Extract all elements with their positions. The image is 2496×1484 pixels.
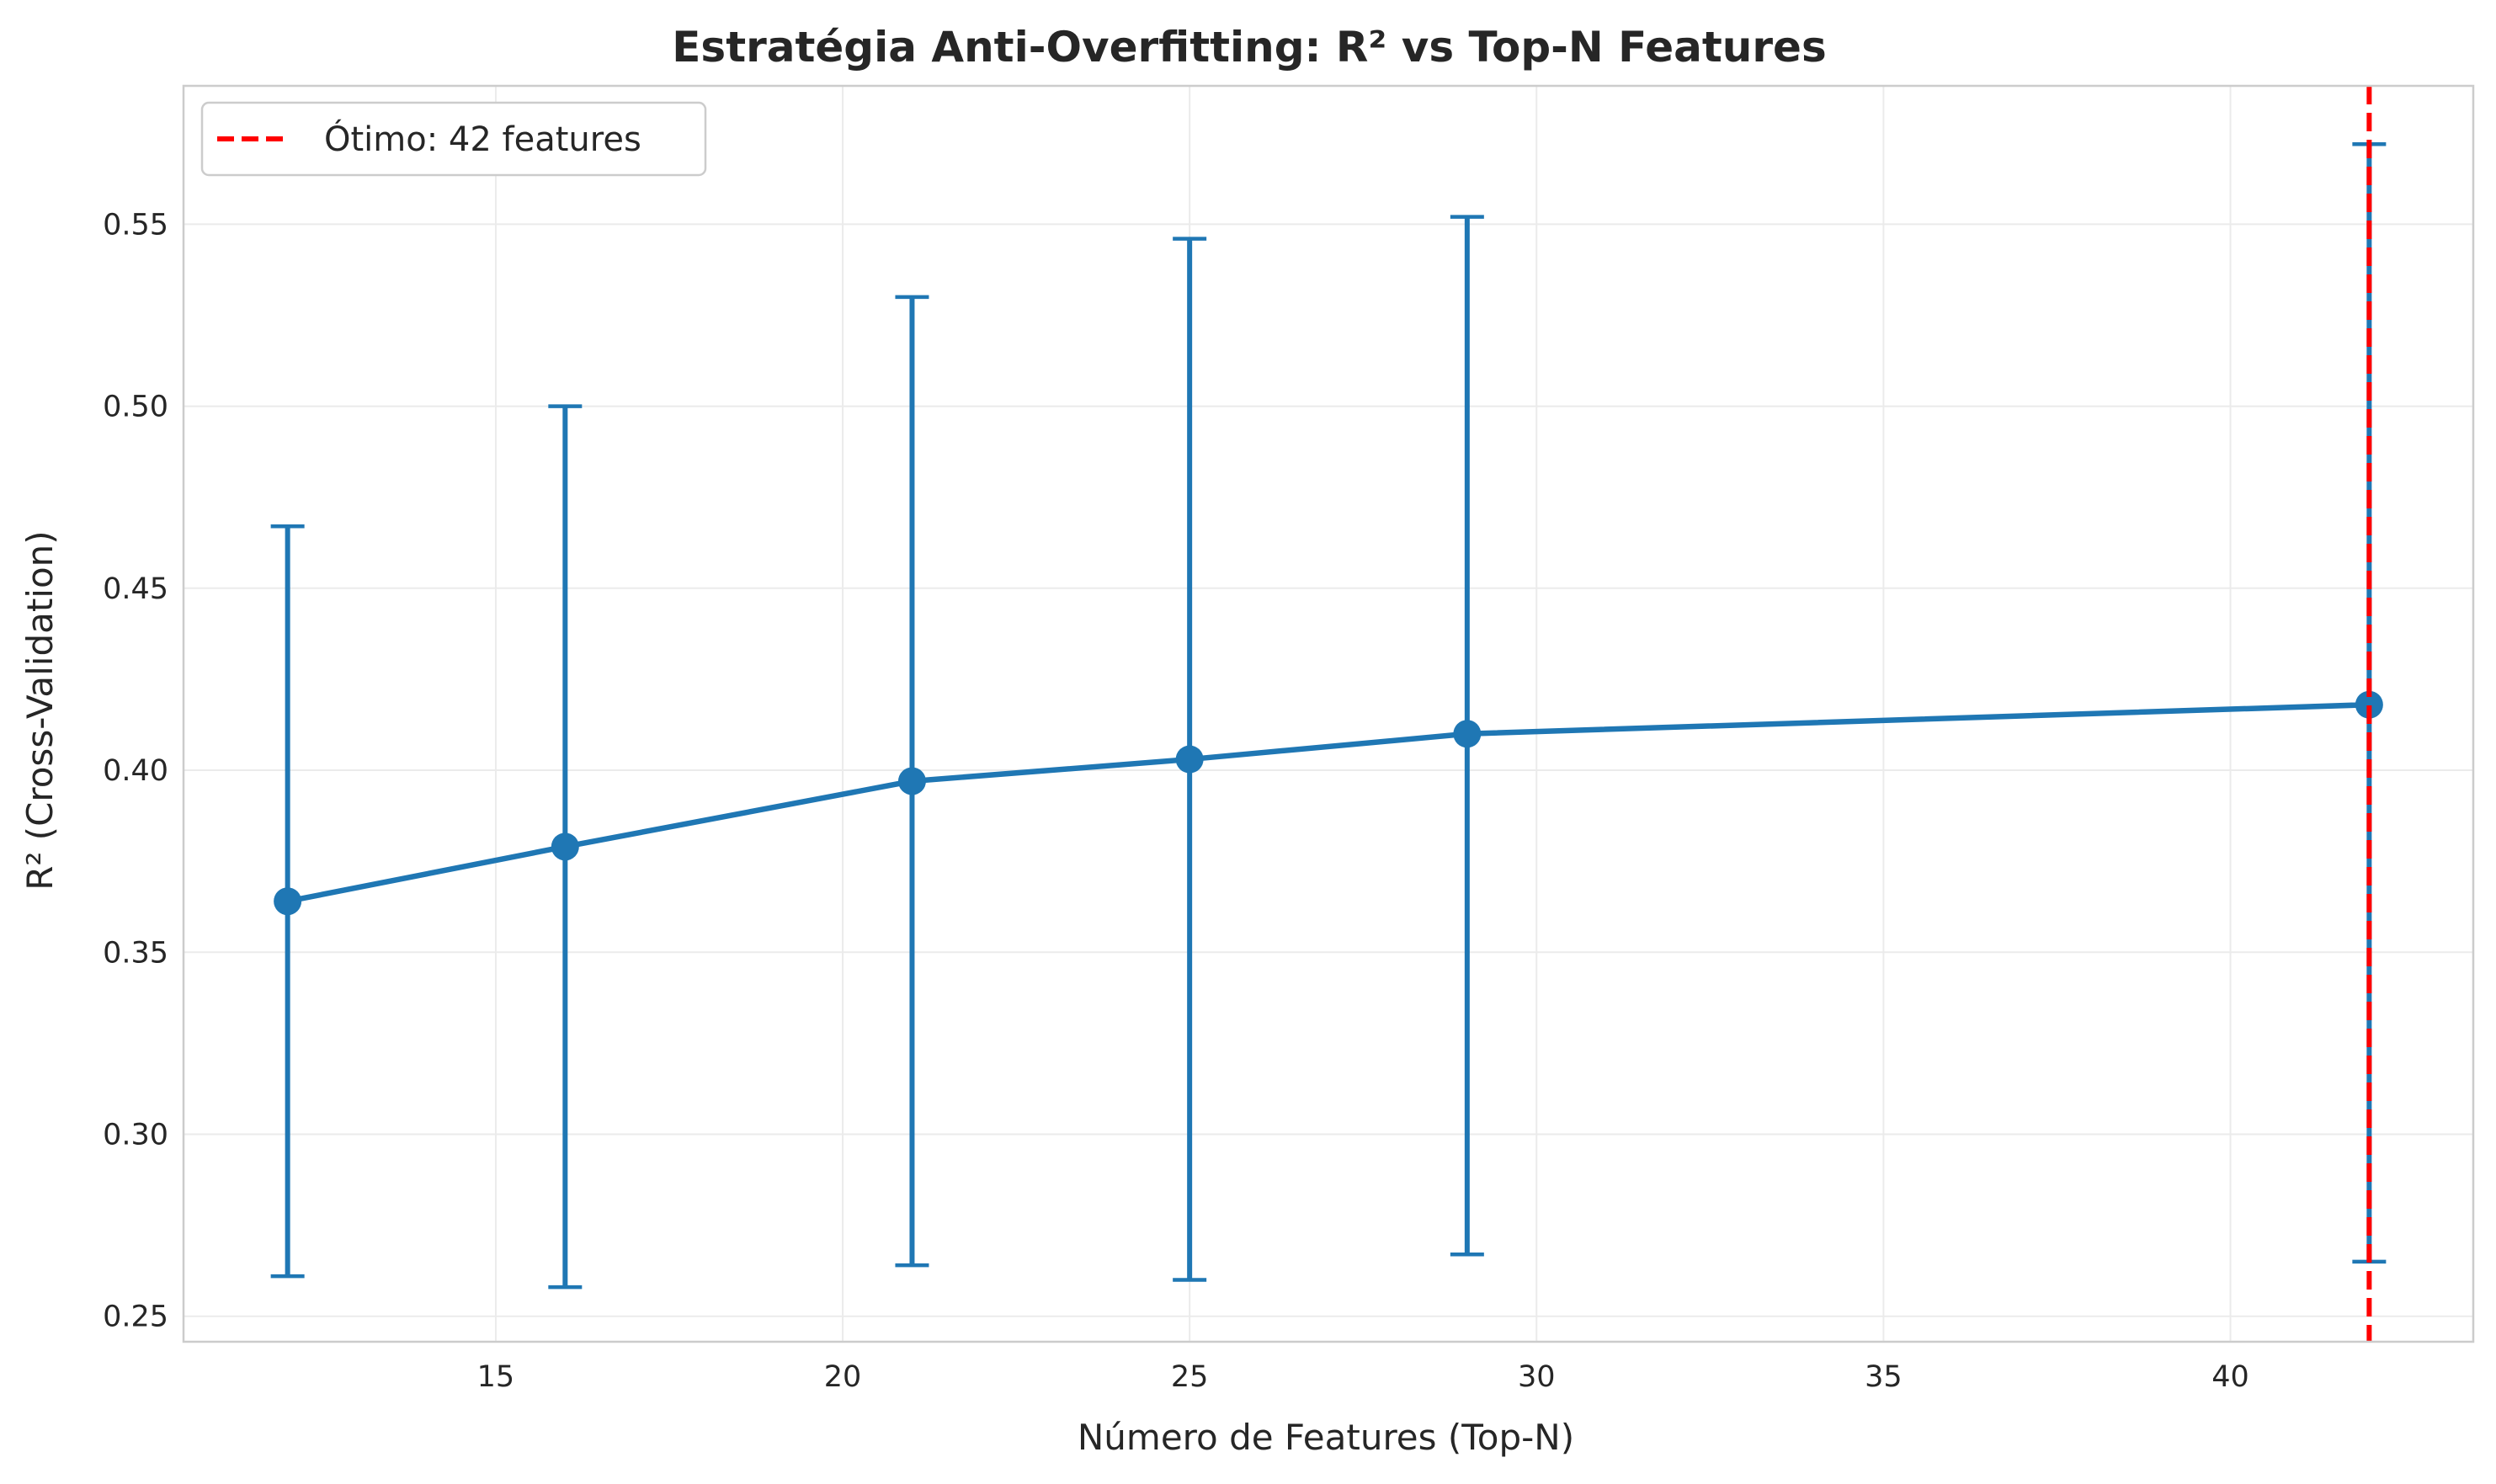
data-point [897,767,926,795]
x-tick-label: 30 [1518,1360,1556,1394]
x-axis-ticks: 15 20 25 30 35 40 [477,1360,2249,1394]
data-points [274,690,2383,916]
y-tick-label: 0.25 [103,1300,168,1334]
data-point [2355,690,2383,719]
y-tick-label: 0.50 [103,391,168,424]
data-point [551,832,579,861]
grid [184,86,2473,1342]
y-axis-label: R² (Cross-Validation) [19,530,61,890]
y-axis-ticks: 0.25 0.30 0.35 0.40 0.45 0.50 0.55 [103,208,168,1333]
y-tick-label: 0.30 [103,1118,168,1152]
series-line [287,701,2370,904]
x-axis-label: Número de Features (Top-N) [1078,1417,1574,1458]
legend-box [200,101,707,177]
data-point [1453,720,1482,748]
x-tick-label: 15 [477,1360,515,1394]
y-tick-label: 0.35 [103,936,168,970]
y-tick-label: 0.40 [103,754,168,788]
data-point [1175,745,1204,774]
legend: Ótimo: 42 features [200,101,707,177]
x-tick-label: 20 [824,1360,862,1394]
plot-frame [182,84,2475,1343]
x-tick-label: 25 [1171,1360,1209,1394]
x-tick-label: 35 [1865,1360,1903,1394]
y-tick-label: 0.45 [103,572,168,606]
y-tick-label: 0.55 [103,208,168,242]
chart-title: Estratégia Anti-Overfitting: R² vs Top-N… [672,23,1826,72]
data-point [274,887,302,916]
x-tick-label: 40 [2211,1360,2249,1394]
legend-label: Ótimo: 42 features [324,119,641,159]
